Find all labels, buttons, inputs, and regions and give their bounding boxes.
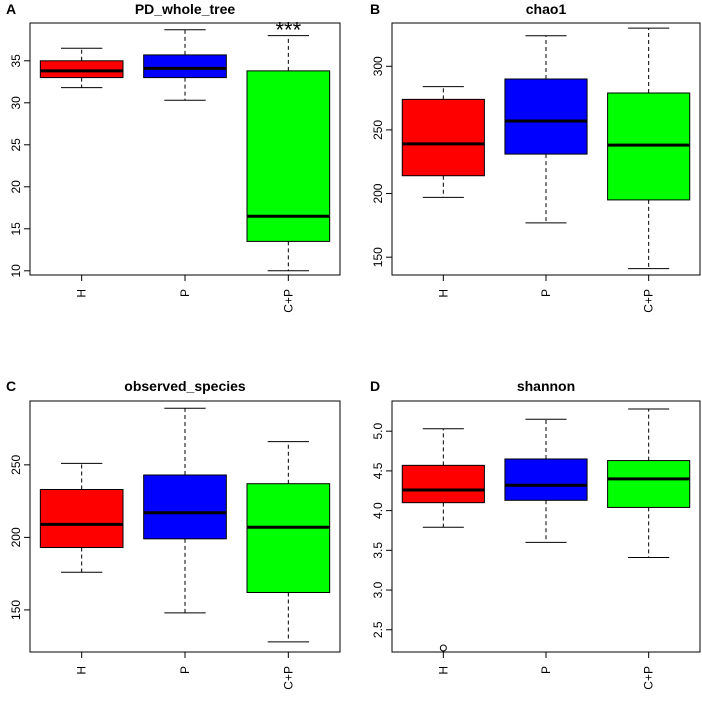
y-tick-label: 150 (9, 600, 23, 620)
iqr-box (143, 54, 227, 79)
x-tick-label: H (75, 289, 89, 298)
y-tick-label: 30 (9, 96, 23, 110)
panel-title: chao1 (526, 1, 567, 17)
plot-frame (391, 400, 701, 653)
box-group (143, 407, 227, 614)
iqr-box (504, 458, 588, 501)
y-tick-label: 4.0 (371, 502, 385, 519)
iqr-box (143, 474, 227, 540)
y-tick-label: 200 (9, 527, 23, 547)
box-group (504, 418, 588, 543)
box-group (246, 441, 331, 643)
box-group (401, 428, 485, 652)
box-group (39, 47, 124, 89)
y-tick-label: 2.5 (371, 621, 385, 638)
y-tick-label: 5.0 (371, 423, 385, 440)
panel-title: observed_species (124, 378, 246, 394)
iqr-box (401, 98, 485, 177)
x-tick-label: P (178, 666, 192, 674)
y-tick-label: 3.5 (371, 542, 385, 559)
iqr-box (504, 78, 588, 155)
iqr-box (607, 460, 691, 508)
x-tick-label: C+P (642, 289, 656, 313)
y-tick-label: 35 (9, 54, 23, 68)
y-tick-label: 10 (9, 264, 23, 278)
y-tick-label: 300 (371, 56, 385, 76)
box-group (401, 86, 485, 198)
x-tick-label: C+P (642, 666, 656, 690)
box-group (504, 35, 588, 224)
y-tick-label: 20 (9, 180, 23, 194)
x-tick-label: H (436, 666, 450, 675)
panel-title: PD_whole_tree (135, 1, 236, 17)
outlier-point (439, 644, 447, 652)
x-tick-label: H (436, 289, 450, 298)
x-tick-label: P (539, 289, 553, 297)
panel-letter: B (370, 1, 380, 17)
panel-letter: A (6, 1, 16, 17)
box-group (607, 408, 691, 558)
box-group (143, 29, 227, 101)
y-tick-label: 250 (371, 120, 385, 140)
iqr-box (246, 483, 331, 594)
panel-letter: D (370, 378, 380, 394)
y-tick-label: 15 (9, 222, 23, 236)
x-tick-label: P (539, 666, 553, 674)
x-tick-label: H (75, 666, 89, 675)
iqr-box (246, 70, 331, 242)
y-tick-label: 4.5 (371, 462, 385, 479)
y-tick-label: 200 (371, 183, 385, 203)
iqr-box (39, 489, 124, 549)
box-group (607, 27, 691, 270)
x-tick-label: P (178, 289, 192, 297)
y-tick-label: 250 (9, 455, 23, 475)
significance-annotation: *** (275, 18, 301, 43)
panel-a: A PD_whole_tree 10 15 20 25 30 35 H P C+P *** (6, 1, 341, 313)
box-group (39, 462, 124, 573)
y-tick-label: 150 (371, 247, 385, 267)
x-tick-label: C+P (281, 289, 295, 313)
y-tick-label: 3.0 (371, 581, 385, 598)
x-tick-label: C+P (281, 666, 295, 690)
iqr-box (401, 464, 485, 504)
y-tick-label: 25 (9, 138, 23, 152)
iqr-box (39, 60, 124, 79)
box-group (246, 35, 331, 272)
panel-letter: C (6, 378, 16, 394)
panel-title: shannon (517, 378, 575, 394)
